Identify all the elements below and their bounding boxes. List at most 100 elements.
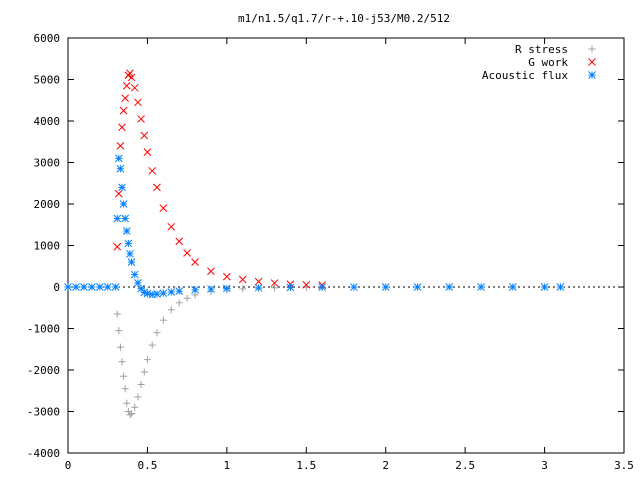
data-point bbox=[140, 368, 148, 376]
data-point bbox=[64, 283, 72, 291]
data-point bbox=[87, 283, 96, 291]
data-point bbox=[137, 381, 145, 389]
data-point bbox=[130, 83, 139, 92]
legend-marker bbox=[588, 71, 596, 79]
data-point bbox=[286, 283, 295, 292]
data-point bbox=[239, 285, 247, 293]
data-point bbox=[122, 81, 131, 90]
y-tick-label: 2000 bbox=[34, 198, 61, 211]
data-point bbox=[254, 283, 263, 292]
data-point bbox=[118, 123, 126, 132]
data-point bbox=[159, 316, 167, 324]
data-point bbox=[413, 283, 422, 291]
data-point bbox=[445, 283, 454, 291]
y-tick-label: -3000 bbox=[27, 406, 60, 419]
plot-marks bbox=[64, 69, 565, 419]
data-point bbox=[175, 299, 183, 307]
x-tick-label: 1 bbox=[224, 459, 231, 472]
data-point bbox=[116, 142, 125, 150]
legend-label: Acoustic flux bbox=[482, 69, 568, 82]
x-tick-label: 3 bbox=[541, 459, 548, 472]
data-point bbox=[114, 189, 123, 198]
legend-marker bbox=[588, 58, 596, 66]
data-point bbox=[123, 399, 131, 407]
data-point bbox=[270, 279, 279, 287]
data-point bbox=[153, 290, 161, 298]
series-g-work bbox=[113, 69, 327, 289]
data-point bbox=[350, 283, 358, 291]
x-tick-label: 0 bbox=[65, 459, 72, 472]
y-tick-label: 1000 bbox=[34, 240, 61, 253]
series-acoustic-flux bbox=[64, 154, 565, 299]
data-point bbox=[121, 94, 130, 103]
data-point bbox=[126, 249, 134, 258]
data-point bbox=[113, 214, 122, 223]
data-point bbox=[540, 283, 549, 291]
data-point bbox=[115, 327, 123, 335]
data-point bbox=[183, 249, 191, 257]
data-point bbox=[175, 237, 184, 246]
x-axis: 0 0.5 1 1.5 2 2.5 3 3.5 bbox=[65, 38, 634, 472]
legend-marker bbox=[588, 45, 596, 53]
data-point bbox=[122, 227, 131, 235]
data-point bbox=[120, 372, 128, 380]
data-point bbox=[116, 343, 124, 351]
data-point bbox=[95, 283, 104, 291]
data-point bbox=[127, 73, 136, 82]
y-tick-label: -2000 bbox=[27, 364, 60, 377]
data-point bbox=[113, 310, 121, 318]
data-point bbox=[119, 106, 128, 115]
data-point bbox=[118, 183, 126, 192]
y-tick-label: 6000 bbox=[34, 32, 61, 45]
y-tick-label: 0 bbox=[53, 281, 60, 294]
data-point bbox=[143, 356, 151, 364]
y-tick-label: -4000 bbox=[27, 447, 60, 460]
data-point bbox=[159, 204, 168, 213]
data-point bbox=[318, 283, 327, 292]
y-tick-label: -1000 bbox=[27, 323, 60, 336]
legend-label: R stress bbox=[515, 43, 568, 56]
data-point bbox=[140, 131, 149, 140]
data-point bbox=[556, 283, 565, 291]
data-point bbox=[137, 115, 145, 123]
x-tick-label: 3.5 bbox=[614, 459, 634, 472]
y-axis: -4000 -3000 -2000 -1000 0 1000 2000 3000 4000 500… bbox=[27, 32, 624, 460]
data-point bbox=[119, 200, 128, 208]
data-point bbox=[223, 284, 231, 293]
data-point bbox=[159, 289, 168, 298]
data-point bbox=[128, 410, 136, 418]
x-tick-label: 0.5 bbox=[137, 459, 157, 472]
data-point bbox=[130, 270, 139, 279]
data-point bbox=[271, 284, 279, 292]
y-tick-label: 4000 bbox=[34, 115, 61, 128]
data-point bbox=[223, 272, 231, 281]
data-point bbox=[148, 166, 157, 175]
data-point bbox=[126, 411, 134, 419]
data-point bbox=[148, 341, 156, 349]
data-point bbox=[143, 148, 152, 156]
data-point bbox=[207, 267, 215, 276]
data-point bbox=[143, 289, 152, 298]
data-point bbox=[80, 283, 88, 291]
plot-frame bbox=[67, 37, 625, 454]
data-point bbox=[167, 288, 176, 296]
data-point bbox=[508, 283, 517, 291]
data-point bbox=[477, 283, 485, 291]
y-tick-label: 5000 bbox=[34, 74, 61, 87]
data-point bbox=[238, 275, 247, 284]
x-tick-label: 2 bbox=[382, 459, 389, 472]
data-point bbox=[191, 258, 199, 266]
chart-title: m1/n1.5/q1.7/r-+.10-j53/M0.2/512 bbox=[238, 12, 450, 25]
data-point bbox=[124, 239, 133, 248]
data-point bbox=[254, 277, 263, 286]
data-point bbox=[191, 286, 199, 294]
data-point bbox=[167, 222, 176, 231]
data-point bbox=[113, 242, 122, 251]
data-point bbox=[381, 283, 390, 291]
data-point bbox=[118, 358, 126, 366]
legend-label: G work bbox=[528, 56, 568, 69]
data-point bbox=[126, 69, 134, 78]
data-point bbox=[103, 283, 112, 291]
